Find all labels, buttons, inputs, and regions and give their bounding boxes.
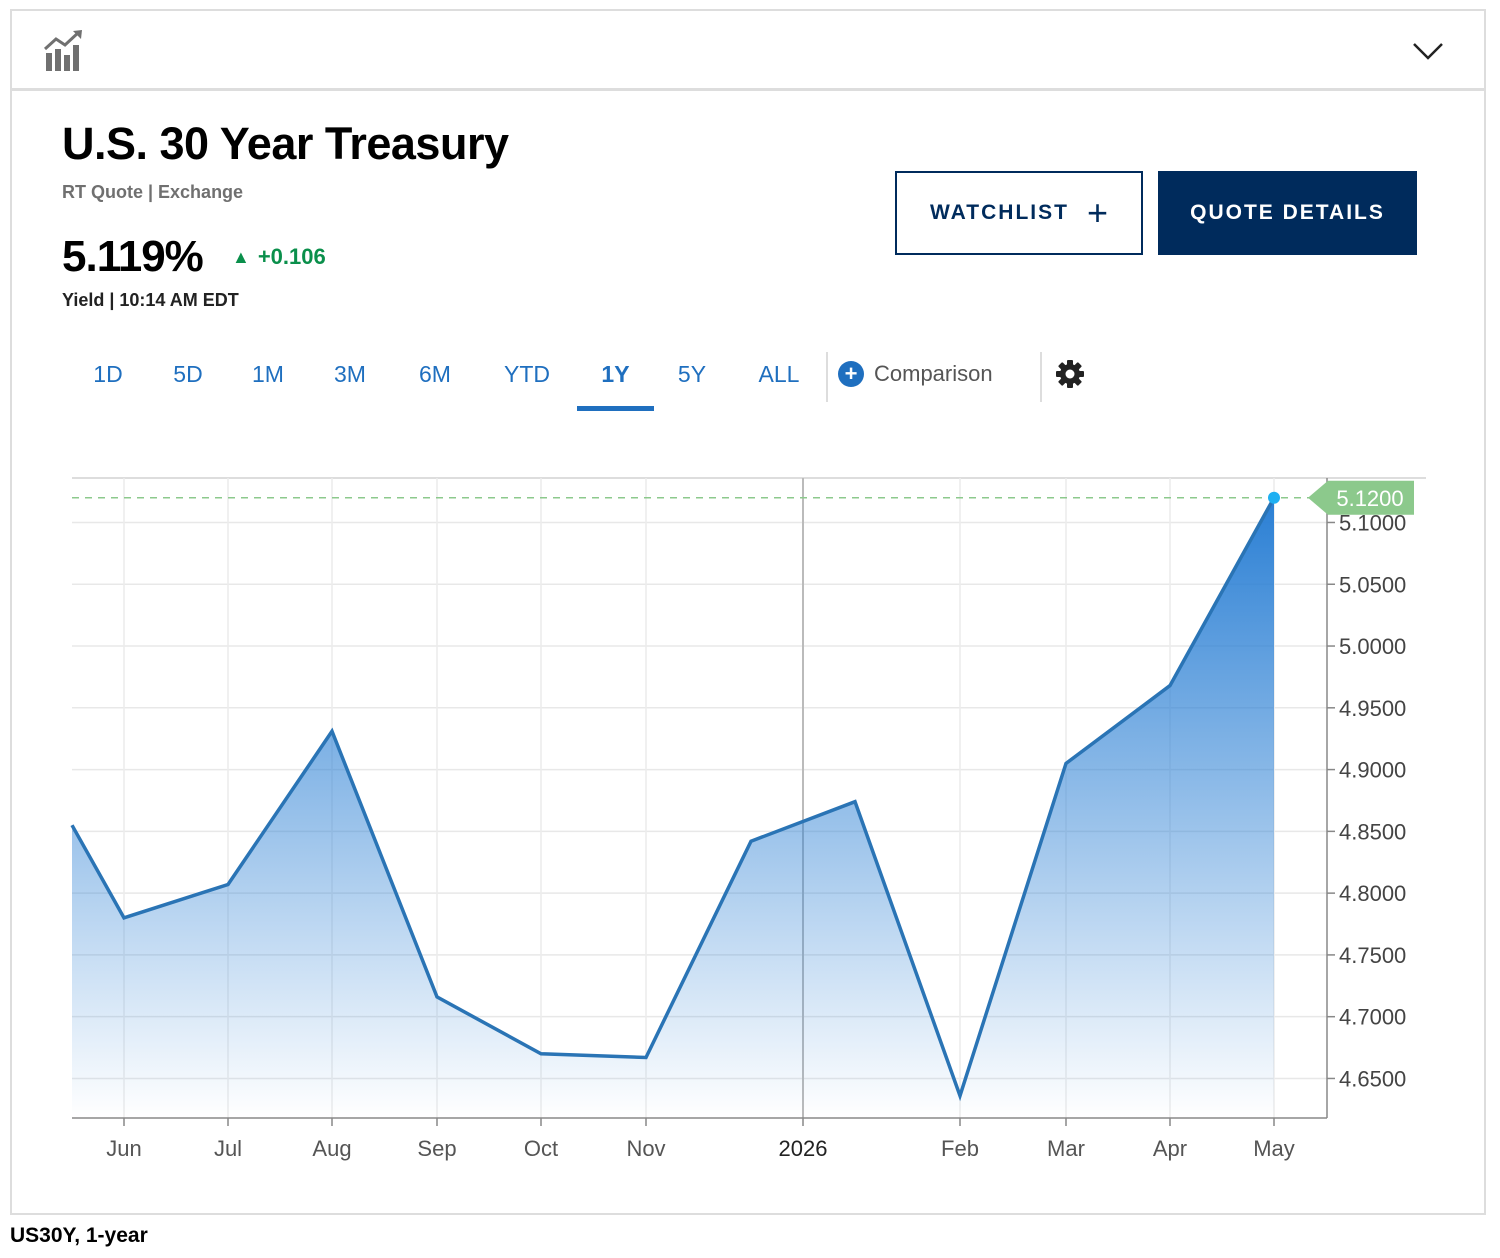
settings-divider <box>1040 352 1042 402</box>
comparison-button[interactable]: + Comparison <box>838 359 993 389</box>
tab-1d[interactable]: 1D <box>93 361 123 387</box>
y-tick-label: 4.8000 <box>1339 881 1406 906</box>
tab-1y[interactable]: 1Y <box>577 345 654 411</box>
x-tick-label: Oct <box>524 1136 558 1161</box>
y-tick-label: 5.0500 <box>1339 572 1406 597</box>
tab-all[interactable]: ALL <box>758 361 800 387</box>
tab-ytd[interactable]: YTD <box>504 361 550 387</box>
tab-3m[interactable]: 3M <box>334 361 366 387</box>
price-change: ▲ +0.106 <box>232 244 326 270</box>
last-value-badge <box>1308 480 1414 515</box>
last-value-label: 5.1200 <box>1336 486 1403 511</box>
watchlist-label: WATCHLIST <box>930 201 1069 224</box>
tab-5d[interactable]: 5D <box>173 361 203 387</box>
last-value-point <box>1268 491 1280 504</box>
x-tick-label: Feb <box>941 1136 979 1161</box>
y-tick-label: 4.7500 <box>1339 943 1406 968</box>
tab-6m[interactable]: 6M <box>419 361 451 387</box>
bar-chart-trend-icon[interactable] <box>42 29 84 73</box>
x-tick-label: Nov <box>626 1136 665 1161</box>
y-tick-label: 4.9500 <box>1339 696 1406 721</box>
y-tick-label: 5.0000 <box>1339 634 1406 659</box>
y-tick-label: 4.9000 <box>1339 758 1406 783</box>
x-tick-label: Jun <box>106 1136 141 1161</box>
series-line <box>70 496 1276 1102</box>
series-area <box>72 497 1274 1119</box>
price-change-value: +0.106 <box>257 244 326 269</box>
add-circle-icon: + <box>838 361 864 387</box>
triangle-up-icon: ▲ <box>232 246 250 267</box>
quote-details-button[interactable]: QUOTE DETAILS <box>1158 171 1417 255</box>
y-tick-label: 4.6500 <box>1339 1066 1406 1091</box>
x-tick-label: Apr <box>1153 1136 1187 1161</box>
x-tick-label: Jul <box>214 1136 242 1161</box>
x-tick-label: May <box>1253 1136 1295 1161</box>
x-tick-label: Sep <box>417 1136 456 1161</box>
x-tick-label: Aug <box>312 1136 351 1161</box>
quote-source: RT Quote | Exchange <box>62 182 244 202</box>
comparison-label: Comparison <box>874 361 993 386</box>
yield-timestamp: Yield | 10:14 AM EDT <box>62 290 239 310</box>
x-tick-label: Mar <box>1047 1136 1085 1161</box>
watchlist-button[interactable]: WATCHLIST + <box>895 171 1143 255</box>
yield-chart: 4.6500 4.7000 4.7500 4.8000 4.8500 4.9000 4.95… <box>70 477 1426 1161</box>
card-header <box>12 11 1484 91</box>
tab-1m[interactable]: 1M <box>252 361 284 387</box>
x-tick-label: 2026 <box>779 1136 828 1161</box>
y-tick-label: 4.7000 <box>1339 1005 1406 1030</box>
y-tick-label: 4.8500 <box>1339 819 1406 844</box>
price-value: 5.119% <box>62 232 204 281</box>
gear-icon[interactable] <box>1054 358 1086 390</box>
tab-divider <box>826 352 828 402</box>
page-title: U.S. 30 Year Treasury <box>62 118 509 169</box>
chevron-down-icon[interactable] <box>1410 33 1446 69</box>
plus-icon: + <box>1086 192 1108 233</box>
chart-caption: US30Y, 1-year <box>10 1224 148 1247</box>
tab-5y[interactable]: 5Y <box>677 361 707 387</box>
